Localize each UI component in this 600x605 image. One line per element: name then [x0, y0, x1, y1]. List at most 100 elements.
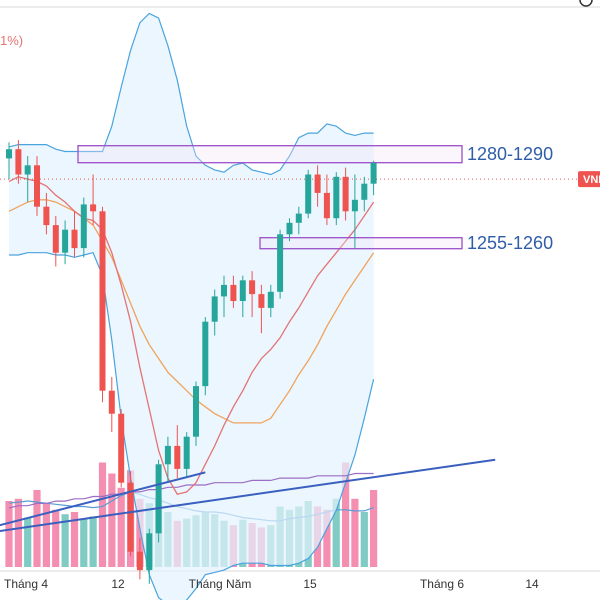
volume-bar — [351, 498, 359, 567]
volume-trendline — [0, 471, 206, 527]
candle[interactable] — [108, 376, 115, 433]
volume-bar — [14, 498, 22, 567]
candle-body — [221, 284, 227, 297]
candle-body — [118, 413, 125, 483]
trendline-layer — [0, 458, 496, 532]
volume-bar — [342, 462, 350, 567]
candle-body — [305, 174, 312, 214]
candle[interactable] — [71, 211, 78, 258]
candle-body — [333, 176, 340, 219]
candle-body — [52, 225, 59, 253]
time-axis-tick-label: 12 — [111, 577, 125, 591]
candle[interactable] — [342, 167, 349, 221]
candle-body — [90, 204, 97, 212]
candle[interactable] — [146, 528, 153, 584]
candle[interactable] — [183, 432, 190, 479]
candle[interactable] — [127, 471, 134, 557]
volume-bar — [42, 503, 50, 567]
candle[interactable] — [370, 160, 377, 196]
candle-body — [15, 149, 22, 175]
fast-moving-average-line — [8, 176, 375, 495]
candle-body — [249, 280, 256, 295]
bollinger-band-fill — [9, 13, 374, 605]
candle-body — [351, 199, 358, 212]
volume-bar — [370, 490, 378, 567]
volume-bar — [89, 516, 97, 567]
candle-body — [43, 206, 50, 226]
candle[interactable] — [174, 425, 181, 479]
candle[interactable] — [52, 215, 59, 267]
candle[interactable] — [202, 317, 209, 396]
candle[interactable] — [15, 140, 22, 184]
candle[interactable] — [258, 284, 265, 334]
candle[interactable] — [239, 275, 246, 318]
bollinger-fill-layer — [9, 13, 374, 605]
volume-bar — [70, 512, 79, 567]
indicator-lines-layer — [0, 12, 578, 605]
candle-body — [286, 222, 293, 235]
candle[interactable] — [90, 174, 97, 226]
volume-bar — [5, 501, 13, 567]
volume-bar — [360, 512, 368, 567]
candle-body — [323, 192, 330, 219]
candle[interactable] — [323, 174, 330, 226]
candle[interactable] — [286, 218, 293, 242]
volume-bar — [80, 518, 88, 567]
candles-layer[interactable] — [6, 140, 377, 584]
volume-bar — [332, 498, 340, 567]
candle[interactable] — [211, 289, 218, 336]
candle-body — [211, 296, 218, 322]
candle[interactable] — [62, 220, 69, 265]
candle[interactable] — [164, 436, 171, 483]
candle[interactable] — [24, 156, 31, 203]
price-tag-label: VNI — [583, 174, 600, 186]
candle[interactable] — [193, 381, 199, 446]
candle[interactable] — [361, 176, 368, 212]
candle[interactable] — [6, 142, 12, 180]
candle-body — [6, 149, 12, 159]
bollinger-lower-line — [9, 251, 375, 605]
time-axis-tick-label: Tháng Năm — [189, 577, 252, 591]
candle[interactable] — [314, 165, 321, 207]
candle[interactable] — [34, 156, 40, 216]
candle-body — [267, 291, 274, 308]
candle-body — [71, 229, 78, 249]
candle[interactable] — [305, 169, 312, 219]
candle-body — [174, 445, 181, 469]
candle[interactable] — [333, 172, 340, 226]
candle[interactable] — [277, 229, 284, 299]
volume-bar — [117, 487, 125, 567]
candle[interactable] — [230, 275, 237, 308]
zone-box — [259, 237, 463, 250]
candle[interactable] — [221, 275, 227, 318]
price-tag-background — [578, 171, 600, 188]
top-right-icon[interactable] — [579, 0, 593, 7]
candle-body — [230, 284, 237, 301]
candle[interactable] — [249, 271, 256, 318]
candle-body — [146, 533, 153, 571]
candle-body — [370, 163, 377, 184]
candle-body — [62, 229, 69, 253]
candle-body — [202, 321, 209, 387]
candle[interactable] — [118, 409, 125, 488]
candle[interactable] — [43, 192, 50, 235]
candle[interactable] — [267, 284, 274, 318]
candle[interactable] — [80, 197, 87, 258]
candle[interactable] — [155, 459, 162, 543]
price-trendline — [0, 458, 496, 532]
price-tag: VNI — [578, 171, 600, 188]
candle-body — [24, 165, 31, 175]
time-axis-tick-label: 15 — [303, 577, 317, 591]
time-axis-tick-label: Tháng 4 — [4, 577, 48, 591]
candle[interactable] — [99, 206, 106, 403]
candle-body — [155, 464, 162, 534]
candle[interactable] — [351, 174, 358, 249]
candle-body — [183, 436, 190, 469]
candle[interactable] — [295, 206, 302, 235]
volume-bar — [33, 490, 41, 567]
volume-bar — [24, 517, 32, 567]
candle-body — [136, 551, 143, 571]
candle[interactable] — [136, 537, 143, 580]
